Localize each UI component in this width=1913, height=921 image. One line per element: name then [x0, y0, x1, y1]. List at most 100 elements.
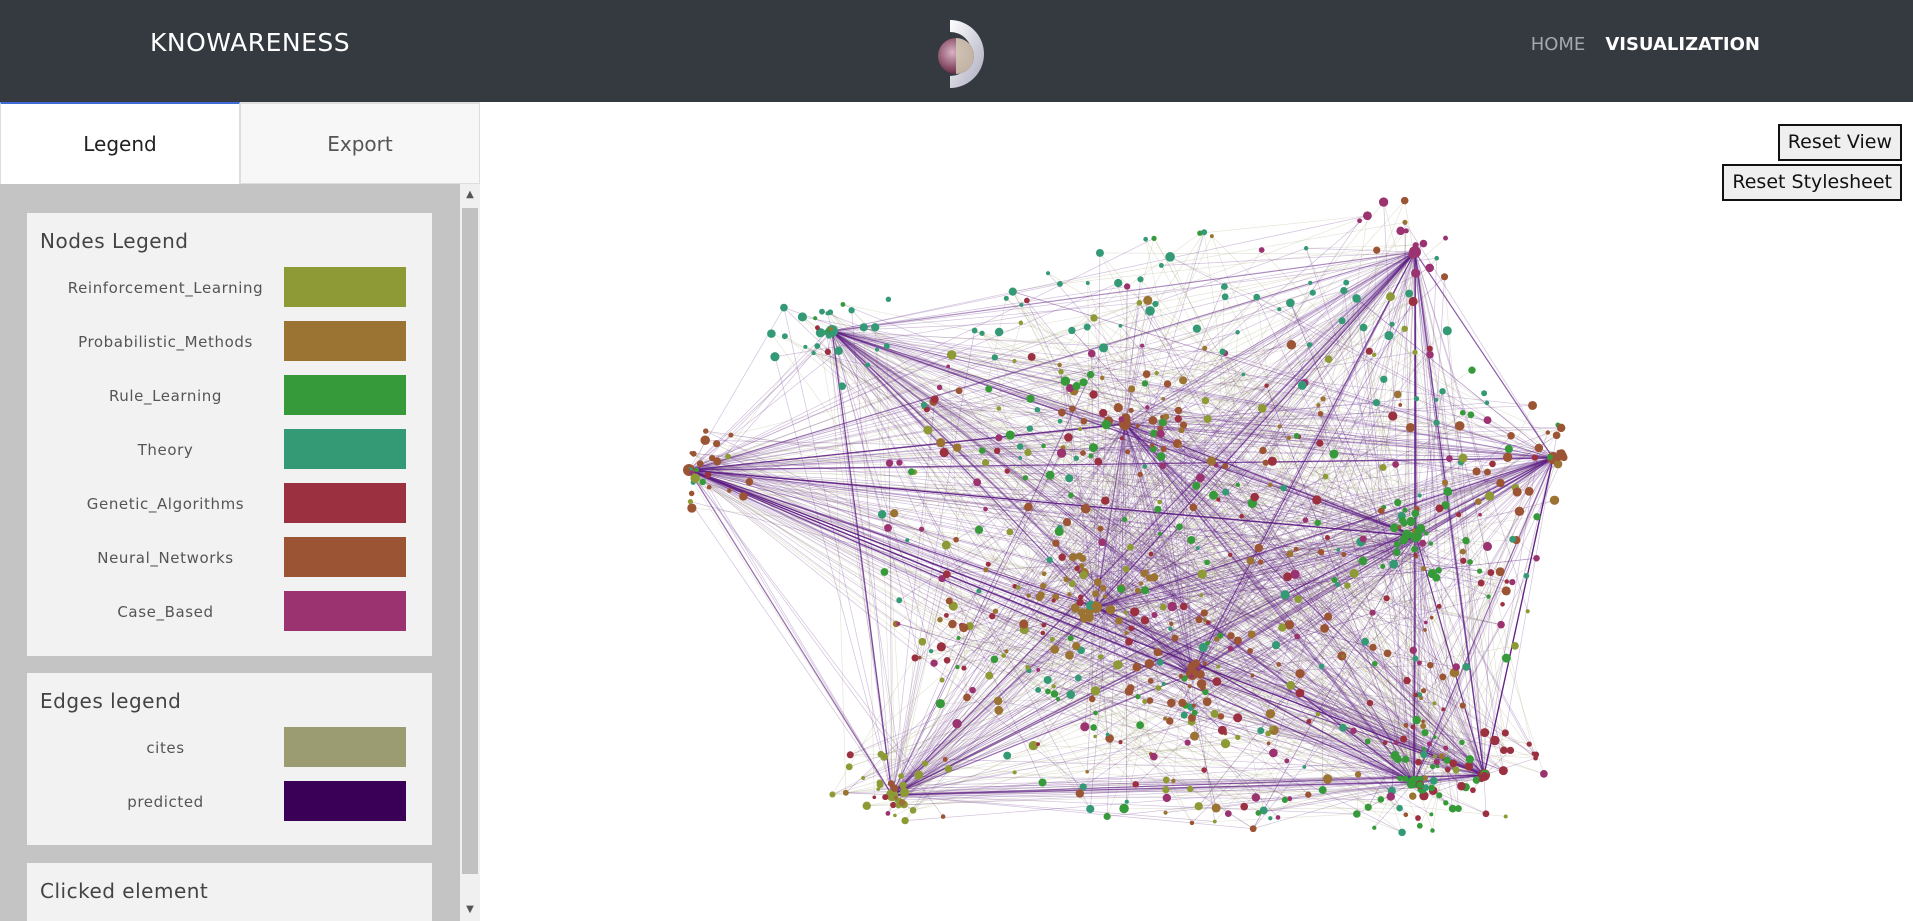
- graph-node[interactable]: [1150, 429, 1158, 438]
- graph-node[interactable]: [1504, 579, 1510, 584]
- graph-node[interactable]: [1265, 730, 1272, 737]
- graph-node[interactable]: [1268, 482, 1273, 488]
- graph-node[interactable]: [1006, 528, 1014, 536]
- graph-node[interactable]: [1051, 598, 1056, 603]
- graph-node[interactable]: [1422, 775, 1428, 781]
- graph-node[interactable]: [1069, 405, 1076, 413]
- graph-node[interactable]: [1057, 418, 1063, 424]
- graph-node[interactable]: [1139, 581, 1144, 586]
- graph-node[interactable]: [1334, 581, 1341, 588]
- graph-node[interactable]: [838, 382, 847, 391]
- graph-node[interactable]: [1459, 702, 1466, 709]
- graph-node[interactable]: [989, 613, 996, 620]
- graph-node[interactable]: [1378, 197, 1389, 207]
- graph-node[interactable]: [1396, 226, 1405, 236]
- graph-node[interactable]: [1208, 490, 1219, 500]
- graph-node[interactable]: [1144, 659, 1155, 669]
- graph-node[interactable]: [1426, 351, 1434, 359]
- graph-node[interactable]: [1045, 271, 1051, 276]
- graph-node[interactable]: [1091, 602, 1099, 610]
- graph-node[interactable]: [1041, 622, 1047, 628]
- graph-node[interactable]: [1386, 292, 1395, 302]
- graph-node[interactable]: [825, 311, 830, 316]
- graph-node[interactable]: [885, 459, 894, 467]
- graph-node[interactable]: [1217, 725, 1227, 735]
- graph-node[interactable]: [1028, 740, 1039, 751]
- graph-node[interactable]: [1018, 456, 1022, 460]
- graph-node[interactable]: [1302, 517, 1309, 523]
- graph-node[interactable]: [918, 637, 927, 646]
- graph-node[interactable]: [1199, 593, 1204, 598]
- graph-node[interactable]: [1210, 709, 1219, 718]
- graph-node[interactable]: [1266, 741, 1271, 746]
- graph-node[interactable]: [1227, 632, 1235, 640]
- graph-node[interactable]: [976, 588, 982, 594]
- graph-node[interactable]: [1065, 650, 1074, 660]
- graph-node[interactable]: [1137, 471, 1143, 478]
- graph-node[interactable]: [1250, 492, 1259, 502]
- graph-node[interactable]: [994, 327, 1004, 337]
- graph-node[interactable]: [1477, 579, 1485, 587]
- graph-node[interactable]: [1145, 405, 1150, 410]
- graph-node[interactable]: [1329, 449, 1339, 459]
- graph-node[interactable]: [1092, 590, 1100, 598]
- graph-node[interactable]: [1268, 816, 1273, 821]
- reset-view-button[interactable]: Reset View: [1777, 124, 1902, 161]
- graph-node[interactable]: [689, 451, 694, 455]
- graph-node[interactable]: [865, 362, 871, 368]
- graph-node[interactable]: [1095, 248, 1104, 257]
- graph-node[interactable]: [1428, 784, 1436, 792]
- graph-node[interactable]: [1459, 548, 1466, 555]
- graph-node[interactable]: [896, 621, 901, 626]
- graph-node[interactable]: [1142, 370, 1151, 378]
- graph-node[interactable]: [1434, 255, 1440, 261]
- graph-node[interactable]: [1501, 653, 1511, 663]
- graph-node[interactable]: [883, 343, 890, 349]
- graph-node[interactable]: [1441, 479, 1449, 486]
- graph-node[interactable]: [1434, 397, 1439, 402]
- graph-node[interactable]: [1159, 462, 1167, 470]
- graph-node[interactable]: [1216, 497, 1221, 502]
- graph-node[interactable]: [1008, 287, 1017, 296]
- graph-node[interactable]: [1540, 770, 1548, 778]
- graph-node[interactable]: [770, 352, 780, 362]
- graph-node[interactable]: [1088, 453, 1094, 459]
- graph-node[interactable]: [1160, 445, 1167, 453]
- tab-legend[interactable]: Legend: [0, 102, 240, 184]
- graph-node[interactable]: [685, 467, 691, 473]
- graph-node[interactable]: [1012, 358, 1017, 364]
- graph-node[interactable]: [1353, 810, 1361, 818]
- graph-node[interactable]: [1284, 758, 1290, 764]
- graph-node[interactable]: [1196, 669, 1205, 679]
- graph-node[interactable]: [739, 492, 748, 501]
- graph-node[interactable]: [1400, 196, 1409, 205]
- tab-export[interactable]: Export: [240, 102, 480, 184]
- graph-node[interactable]: [1480, 771, 1489, 780]
- graph-node[interactable]: [1380, 375, 1388, 383]
- graph-node[interactable]: [1341, 552, 1347, 558]
- graph-node[interactable]: [1036, 742, 1040, 746]
- graph-node[interactable]: [1093, 710, 1098, 716]
- graph-node[interactable]: [1153, 648, 1162, 657]
- graph-node[interactable]: [1271, 641, 1281, 650]
- graph-node[interactable]: [1191, 703, 1196, 708]
- graph-node[interactable]: [1124, 630, 1129, 636]
- graph-node[interactable]: [1034, 406, 1041, 413]
- graph-node[interactable]: [1290, 569, 1300, 579]
- graph-node[interactable]: [1465, 755, 1474, 764]
- graph-node[interactable]: [935, 698, 945, 709]
- graph-node[interactable]: [1188, 713, 1196, 722]
- graph-node[interactable]: [1093, 734, 1097, 739]
- graph-node[interactable]: [1134, 587, 1141, 594]
- graph-node[interactable]: [1443, 800, 1449, 806]
- graph-node[interactable]: [1343, 279, 1350, 286]
- graph-node[interactable]: [713, 457, 722, 466]
- graph-node[interactable]: [1255, 810, 1262, 816]
- graph-node[interactable]: [1389, 559, 1399, 569]
- graph-node[interactable]: [1050, 690, 1059, 698]
- graph-node[interactable]: [1359, 323, 1368, 332]
- brand-title[interactable]: KNOWARENESS: [150, 28, 351, 57]
- graph-node[interactable]: [1097, 525, 1104, 532]
- graph-node[interactable]: [1201, 396, 1210, 405]
- graph-node[interactable]: [1443, 756, 1451, 764]
